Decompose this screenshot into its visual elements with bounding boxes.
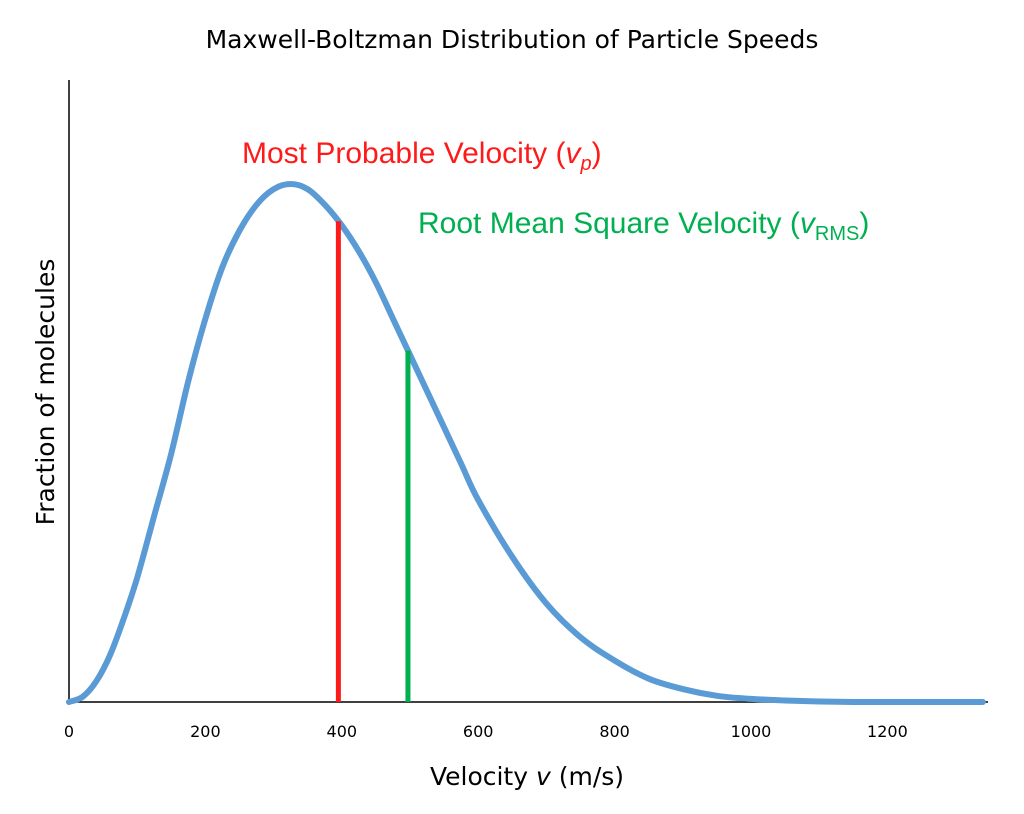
x-tick-label: 1200: [867, 722, 908, 741]
x-tick-label: 600: [463, 722, 494, 741]
x-tick-label: 0: [64, 722, 74, 741]
chart-title: Maxwell-Boltzman Distribution of Particl…: [206, 25, 819, 54]
series-layer: [66, 181, 986, 706]
x-tick-label: 1000: [731, 722, 772, 741]
x-axis-label-unit: (m/s): [551, 762, 624, 791]
x-tick-label: 200: [190, 722, 221, 741]
x-axis-label-var: v: [536, 762, 552, 791]
x-axis-label: Velocity v (m/s): [430, 762, 624, 791]
x-tick-labels: 0 200 400 600 800 1000 1200: [64, 722, 908, 741]
marker-layer: Most Probable Velocity (vp) Root Mean Squ…: [242, 137, 869, 702]
distribution-curve: [66, 181, 986, 706]
y-axis-label: Fraction of molecules: [31, 259, 60, 526]
x-axis-label-text: Velocity: [430, 762, 536, 791]
most-probable-label: Most Probable Velocity (vp): [242, 137, 602, 175]
x-tick-label: 800: [599, 722, 630, 741]
x-tick-label: 400: [327, 722, 358, 741]
rms-label: Root Mean Square Velocity (vRMS): [418, 207, 869, 245]
